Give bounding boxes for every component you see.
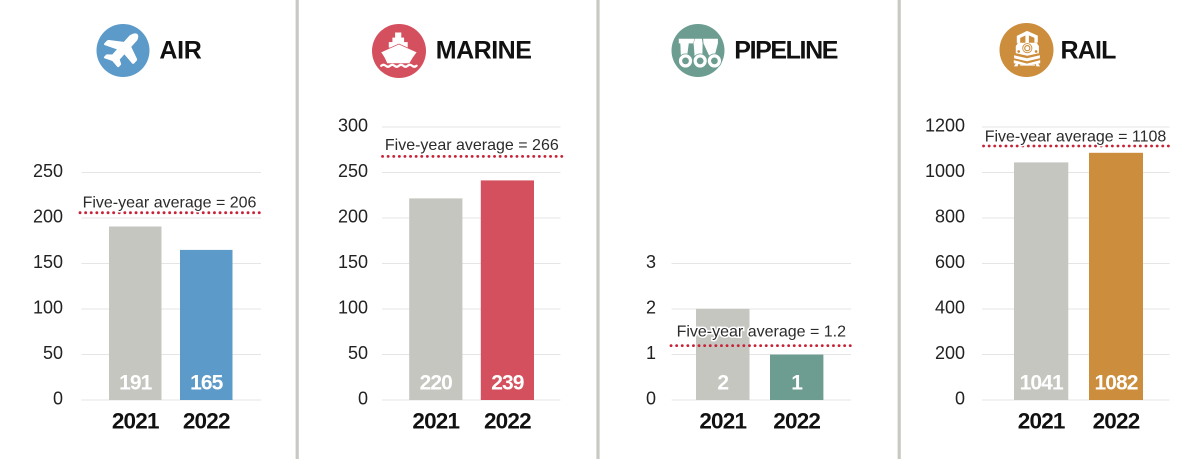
svg-text:1082: 1082 xyxy=(1094,371,1137,394)
svg-text:2: 2 xyxy=(717,371,728,394)
svg-text:Five-year average = 206: Five-year average = 206 xyxy=(83,194,257,211)
svg-text:0: 0 xyxy=(358,389,368,409)
svg-text:250: 250 xyxy=(338,161,368,181)
svg-text:200: 200 xyxy=(33,207,63,227)
svg-text:250: 250 xyxy=(33,161,63,181)
svg-text:2021: 2021 xyxy=(112,408,159,433)
svg-text:50: 50 xyxy=(348,343,368,363)
svg-text:800: 800 xyxy=(935,207,965,227)
svg-text:2022: 2022 xyxy=(773,408,820,433)
svg-text:191: 191 xyxy=(119,371,153,394)
svg-text:PIPELINE: PIPELINE xyxy=(734,37,837,65)
svg-text:150: 150 xyxy=(338,252,368,272)
svg-text:300: 300 xyxy=(338,116,368,136)
svg-text:0: 0 xyxy=(53,389,63,409)
svg-text:100: 100 xyxy=(33,298,63,318)
svg-text:50: 50 xyxy=(43,343,63,363)
svg-text:2: 2 xyxy=(646,298,656,318)
svg-text:2022: 2022 xyxy=(484,408,531,433)
svg-text:150: 150 xyxy=(33,252,63,272)
svg-text:0: 0 xyxy=(646,389,656,409)
svg-text:1: 1 xyxy=(791,371,803,394)
svg-text:2021: 2021 xyxy=(1018,408,1065,433)
svg-text:1200: 1200 xyxy=(925,116,965,136)
svg-text:MARINE: MARINE xyxy=(436,37,532,65)
svg-text:AIR: AIR xyxy=(159,37,201,65)
svg-text:100: 100 xyxy=(338,298,368,318)
svg-text:Five-year average = 1.2: Five-year average = 1.2 xyxy=(677,323,847,340)
svg-text:400: 400 xyxy=(935,298,965,318)
svg-text:3: 3 xyxy=(646,252,656,272)
svg-text:Five-year average = 1108: Five-year average = 1108 xyxy=(985,128,1167,145)
svg-text:200: 200 xyxy=(338,207,368,227)
svg-text:2021: 2021 xyxy=(699,408,746,433)
svg-text:2022: 2022 xyxy=(1093,408,1140,433)
svg-text:239: 239 xyxy=(491,371,524,394)
svg-text:1041: 1041 xyxy=(1020,371,1064,394)
svg-text:165: 165 xyxy=(190,371,224,394)
svg-text:220: 220 xyxy=(420,371,453,394)
svg-text:0: 0 xyxy=(955,389,965,409)
svg-text:RAIL: RAIL xyxy=(1061,37,1117,65)
svg-text:2022: 2022 xyxy=(183,408,230,433)
svg-text:2021: 2021 xyxy=(412,408,459,433)
svg-text:200: 200 xyxy=(935,343,965,363)
svg-text:Five-year average = 266: Five-year average = 266 xyxy=(385,137,559,154)
svg-text:1: 1 xyxy=(646,343,656,363)
svg-text:1000: 1000 xyxy=(925,161,965,181)
svg-text:600: 600 xyxy=(935,252,965,272)
